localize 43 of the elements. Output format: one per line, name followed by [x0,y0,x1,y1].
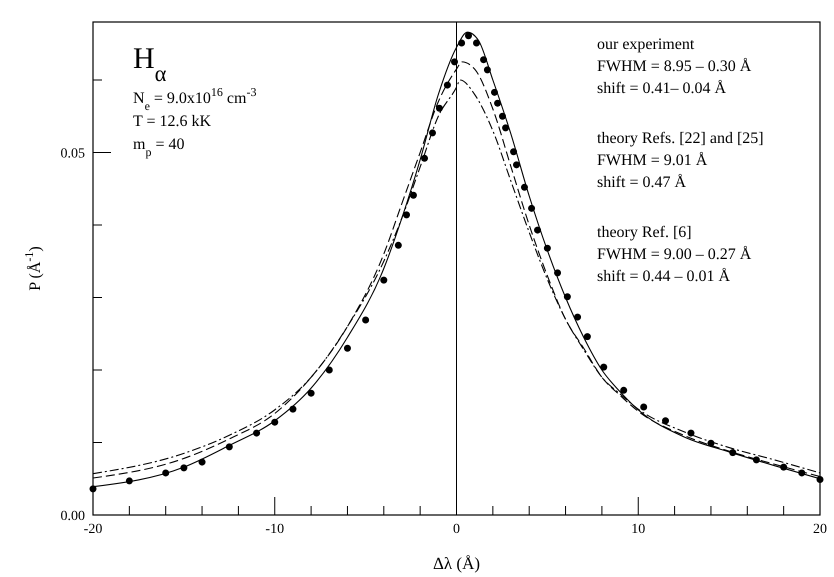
point [451,58,458,66]
annotation: shift = 0.44 – 0.01 Å [597,267,730,285]
point [640,403,648,410]
point [362,316,370,324]
annotation: T = 12.6 kK [133,113,212,130]
annotation: shift = 0.47 Å [597,173,686,191]
annotation: H$_{α}$ [133,42,167,86]
annotation: FWHM = 9.01 Å [597,151,708,169]
annotation: shift = 0.41– 0.04 Å [597,79,726,97]
annotation: theory Refs. [22] and [25] [597,130,764,147]
annotation: FWHM = 8.95 – 0.30 Å [597,57,752,75]
point [380,276,388,284]
annotation: our experiment [597,36,695,53]
point [403,211,410,218]
point [394,242,402,249]
point [620,386,628,394]
x-axis-title: Δλ (Å) [432,554,480,573]
x-tick-label: 20 [813,522,827,537]
point [662,417,670,424]
x-tick-label: 0 [453,522,460,537]
point [308,390,315,397]
point [410,192,417,199]
annotation: theory Ref. [6] [597,224,692,241]
point [600,364,608,371]
x-tick-label: -10 [265,522,284,537]
annotation: m$_{p}$ = 40 [133,136,184,159]
point [444,82,451,89]
point [436,104,443,112]
point [464,32,472,40]
annotation: FWHM = 9.00 – 0.27 Å [597,245,752,263]
point [512,161,520,168]
y-tick-label: 0.05 [60,146,85,162]
y-tick-label: 0.00 [60,509,85,524]
point [584,333,591,340]
point [574,314,582,321]
annotation: N$_{e}$ = 9.0x10$^{16}$ cm$^{-3}$ [133,85,256,113]
point [494,100,502,107]
x-tick-label: -20 [84,522,102,537]
point [472,40,480,47]
point [687,430,694,437]
x-tick-label: 10 [631,522,646,537]
point [344,344,351,352]
point [502,124,510,132]
